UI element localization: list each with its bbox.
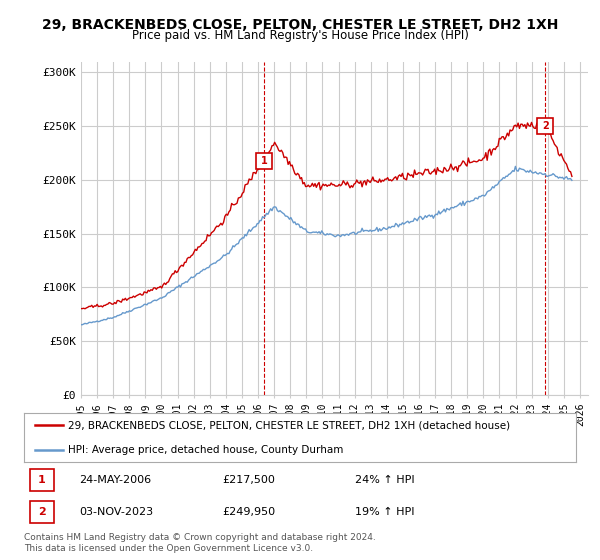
Text: 03-NOV-2023: 03-NOV-2023 <box>79 507 154 517</box>
Text: 24% ↑ HPI: 24% ↑ HPI <box>355 475 415 484</box>
Text: £217,500: £217,500 <box>223 475 275 484</box>
Text: Contains HM Land Registry data © Crown copyright and database right 2024.
This d: Contains HM Land Registry data © Crown c… <box>24 533 376 553</box>
Text: 2: 2 <box>38 507 46 517</box>
Text: HPI: Average price, detached house, County Durham: HPI: Average price, detached house, Coun… <box>68 445 344 455</box>
Text: 1: 1 <box>261 156 268 166</box>
Text: 2: 2 <box>542 121 548 131</box>
Text: 29, BRACKENBEDS CLOSE, PELTON, CHESTER LE STREET, DH2 1XH: 29, BRACKENBEDS CLOSE, PELTON, CHESTER L… <box>42 18 558 32</box>
Text: 29, BRACKENBEDS CLOSE, PELTON, CHESTER LE STREET, DH2 1XH (detached house): 29, BRACKENBEDS CLOSE, PELTON, CHESTER L… <box>68 420 510 430</box>
Text: £249,950: £249,950 <box>223 507 276 517</box>
Text: 19% ↑ HPI: 19% ↑ HPI <box>355 507 415 517</box>
FancyBboxPatch shape <box>29 501 55 523</box>
Text: 1: 1 <box>38 475 46 484</box>
FancyBboxPatch shape <box>29 469 55 491</box>
Text: Price paid vs. HM Land Registry's House Price Index (HPI): Price paid vs. HM Land Registry's House … <box>131 29 469 42</box>
Text: 24-MAY-2006: 24-MAY-2006 <box>79 475 151 484</box>
